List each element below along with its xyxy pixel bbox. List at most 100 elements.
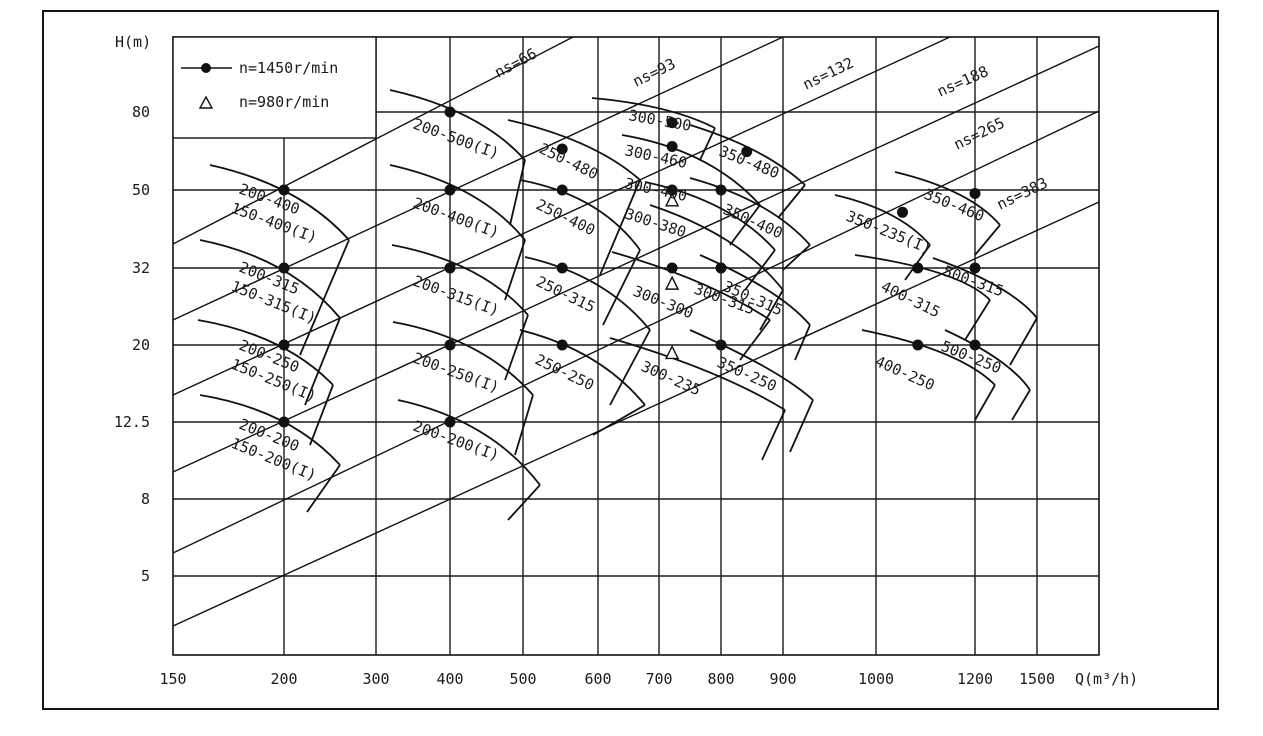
x-tick-800: 800 bbox=[707, 670, 734, 688]
ns-line-1 bbox=[172, 36, 784, 321]
data-points bbox=[278, 106, 981, 428]
x-tick-900: 900 bbox=[769, 670, 796, 688]
ns-label: ns=265 bbox=[951, 114, 1008, 154]
legend-label-1450: n=1450r/min bbox=[239, 59, 338, 77]
curve-label: 200-315(I) bbox=[411, 272, 502, 320]
pump-curve-8 bbox=[389, 89, 526, 161]
ns-label: ns=383 bbox=[994, 174, 1051, 214]
pump-curve-17 bbox=[507, 484, 541, 521]
x-tick-1500: 1500 bbox=[1019, 670, 1055, 688]
pump-curve-49 bbox=[964, 299, 991, 341]
pump-curve-34 bbox=[609, 337, 786, 411]
point-1450 bbox=[666, 117, 678, 129]
x-tick-600: 600 bbox=[584, 670, 611, 688]
pump-curve-28 bbox=[621, 134, 761, 206]
point-1450 bbox=[666, 262, 678, 274]
pump-curve-50 bbox=[861, 329, 996, 386]
plot-area bbox=[172, 36, 1100, 656]
point-1450 bbox=[444, 339, 456, 351]
pump-curve-36 bbox=[649, 204, 784, 291]
pump-curve-44 bbox=[689, 329, 814, 401]
y-axis-label: H(m) bbox=[115, 33, 151, 51]
pump-curve-45 bbox=[789, 399, 814, 453]
ns-label: ns=188 bbox=[934, 62, 991, 100]
x-tick-200: 200 bbox=[270, 670, 297, 688]
curve-label: 250-400 bbox=[533, 195, 598, 239]
y-tick-labels: 80 50 32 20 12.5 8 5 bbox=[114, 103, 150, 585]
curve-label: 300-500 bbox=[627, 106, 692, 135]
y-tick-5: 5 bbox=[141, 567, 150, 585]
pump-curve-3 bbox=[304, 317, 341, 406]
y-tick-20: 20 bbox=[132, 336, 150, 354]
pump-curve-29 bbox=[729, 204, 761, 246]
pump-curve-47 bbox=[904, 244, 931, 281]
pump-curve-55 bbox=[1009, 317, 1038, 366]
pump-curve-33 bbox=[739, 319, 771, 361]
pump-curve-31 bbox=[744, 249, 776, 291]
x-tick-labels: 150 200 300 400 500 600 700 800 900 1000 1200 1500 bbox=[159, 670, 1055, 688]
point-1450 bbox=[556, 339, 568, 351]
pump-curve-32 bbox=[611, 251, 771, 321]
point-1450 bbox=[969, 262, 981, 274]
curve-label: 200-500(I) bbox=[411, 115, 502, 163]
curve-label: 300-300 bbox=[631, 282, 696, 322]
legend-box bbox=[172, 36, 377, 139]
point-1450 bbox=[912, 339, 924, 351]
x-tick-700: 700 bbox=[645, 670, 672, 688]
ns-label: ns=132 bbox=[800, 54, 857, 94]
pump-curve-24 bbox=[519, 329, 646, 406]
point-1450 bbox=[969, 339, 981, 351]
y-tick-32: 32 bbox=[132, 259, 150, 277]
pump-curve-39 bbox=[777, 184, 806, 219]
ns-line-5 bbox=[172, 201, 1100, 627]
pump-curve-25 bbox=[592, 404, 646, 436]
pump-curve-43 bbox=[794, 324, 811, 361]
legend-label-980: n=980r/min bbox=[239, 93, 329, 111]
curve-label: 300-400 bbox=[623, 174, 689, 205]
x-tick-1000: 1000 bbox=[858, 670, 894, 688]
point-1450 bbox=[556, 184, 568, 196]
pump-curve-18 bbox=[507, 119, 641, 181]
x-axis-label: Q(m³/h) bbox=[1075, 670, 1138, 688]
point-1450 bbox=[715, 339, 727, 351]
pump-curve-37 bbox=[759, 289, 784, 331]
pump-curve-23 bbox=[609, 329, 651, 406]
ns-label: ns=93 bbox=[630, 55, 678, 91]
curve-label: 350-400 bbox=[720, 200, 785, 242]
pump-curve-0 bbox=[209, 164, 350, 241]
pump-curve-7 bbox=[306, 464, 341, 513]
pump-curve-41 bbox=[782, 244, 811, 271]
point-1450 bbox=[715, 262, 727, 274]
point-1450 bbox=[278, 416, 290, 428]
point-1450 bbox=[897, 206, 908, 218]
point-1450 bbox=[444, 262, 456, 274]
y-tick-8: 8 bbox=[141, 490, 150, 508]
curve-label: 200-400(I) bbox=[411, 194, 502, 242]
curve-label: 200-200(I) bbox=[411, 417, 502, 465]
pump-curve-13 bbox=[504, 314, 529, 381]
pump-curve-42 bbox=[699, 254, 811, 326]
pump-curve-35 bbox=[761, 409, 786, 461]
pump-curve-22 bbox=[524, 256, 651, 331]
pump-curve-11 bbox=[504, 239, 526, 301]
point-980 bbox=[664, 275, 680, 290]
point-1450 bbox=[666, 184, 678, 196]
pump-curve-53 bbox=[974, 224, 1001, 256]
point-1450 bbox=[556, 262, 568, 274]
pump-curve-12 bbox=[391, 244, 529, 316]
x-tick-150: 150 bbox=[159, 670, 186, 688]
pump-curve-38 bbox=[689, 124, 806, 186]
point-1450 bbox=[666, 141, 678, 152]
pump-curve-51 bbox=[974, 384, 996, 421]
pump-curve-40 bbox=[689, 177, 811, 246]
ns-line-2 bbox=[172, 36, 951, 396]
point-1450 bbox=[444, 106, 456, 118]
point-1450 bbox=[444, 184, 456, 196]
point-1450 bbox=[715, 184, 727, 196]
curve-label: 300-380 bbox=[623, 205, 689, 242]
ns-line-0 bbox=[172, 36, 574, 245]
pump-curve-15 bbox=[514, 394, 534, 456]
pump-curve-20 bbox=[519, 179, 641, 251]
legend-triangle-icon bbox=[198, 95, 214, 109]
chart-frame bbox=[42, 10, 1219, 710]
